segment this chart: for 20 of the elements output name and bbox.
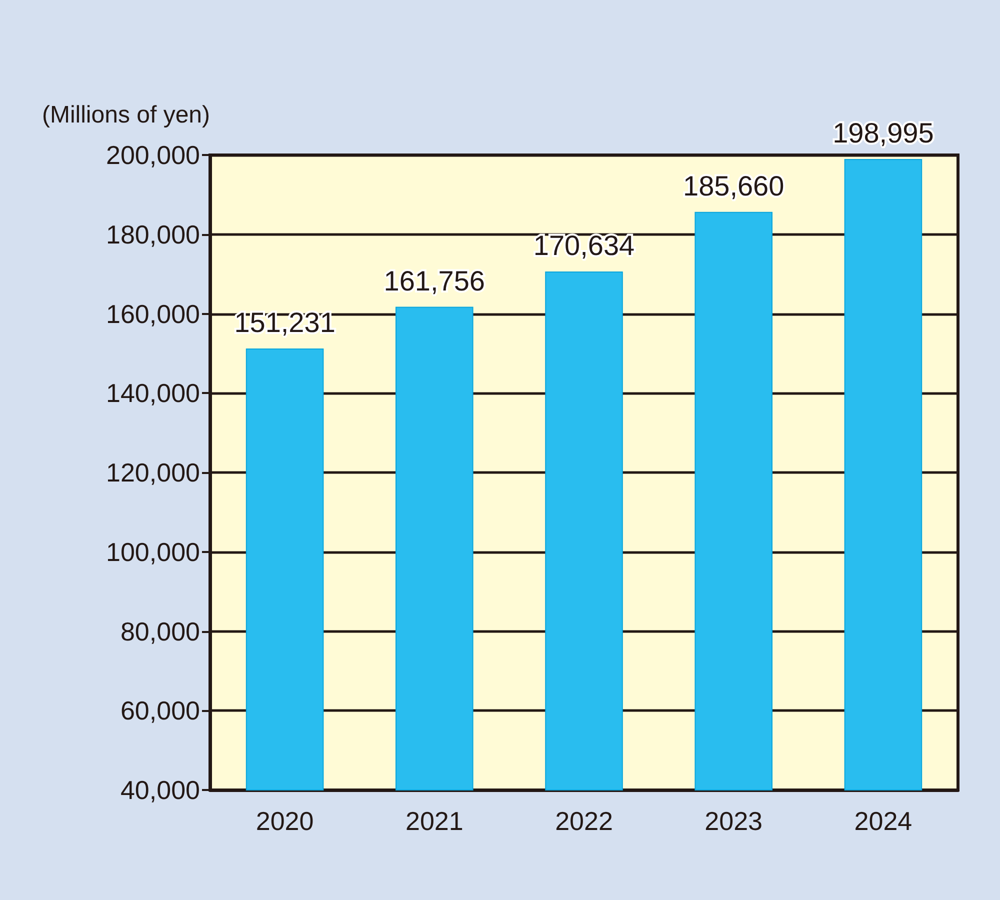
y-tick-label: 120,000: [106, 458, 200, 488]
y-tick-label: 60,000: [120, 696, 200, 726]
data-label: 151,231: [234, 307, 336, 338]
y-tick-label: 180,000: [106, 219, 200, 250]
data-label: 161,756: [384, 265, 486, 296]
y-axis-title: (Millions of yen): [42, 102, 210, 128]
y-tick-label: 40,000: [120, 775, 200, 805]
data-label: 185,660: [682, 170, 784, 202]
y-tick-label: 100,000: [106, 536, 200, 567]
x-tick-label: 2022: [555, 806, 613, 836]
data-label: 170,634: [533, 230, 635, 262]
x-tick-label: 2020: [256, 806, 314, 836]
y-tick-label: 200,000: [106, 140, 200, 170]
y-tick-label: 160,000: [106, 298, 200, 329]
x-tick-label: 2023: [704, 806, 763, 836]
y-tick-label: 140,000: [106, 378, 200, 408]
x-tick-label: 2024: [854, 806, 912, 836]
x-tick-label: 2021: [405, 806, 464, 836]
data-label: 198,995: [832, 117, 934, 148]
y-tick-label: 80,000: [120, 616, 200, 646]
